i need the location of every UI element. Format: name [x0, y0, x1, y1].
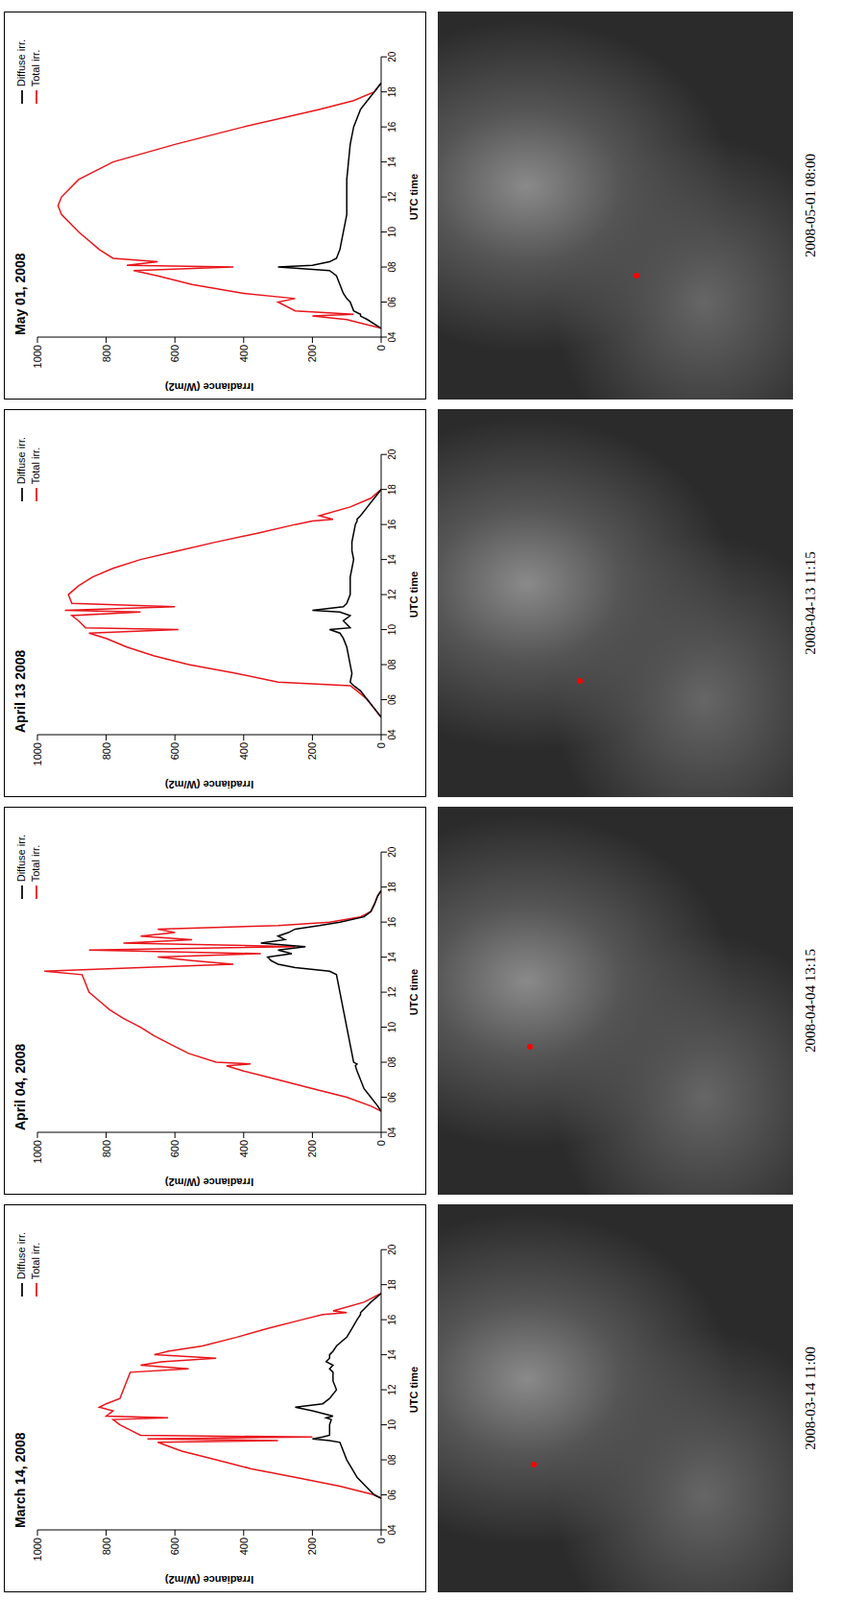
svg-text:200: 200 — [306, 344, 318, 362]
html-text:March 14, 2008: March 14, 2008 — [12, 1431, 28, 1528]
svg-text:04: 04 — [386, 1523, 398, 1536]
svg-text:1000: 1000 — [31, 1139, 44, 1163]
svg-text:600: 600 — [168, 1139, 181, 1157]
svg-text:600: 600 — [168, 742, 181, 760]
svg-text:400: 400 — [238, 1537, 250, 1555]
svg-text:18: 18 — [386, 86, 398, 98]
svg-text:200: 200 — [306, 1139, 318, 1157]
svg-text:04: 04 — [386, 728, 398, 741]
svg-text:20: 20 — [386, 1243, 398, 1255]
html-text:May 01, 2008: May 01, 2008 — [12, 252, 28, 336]
html-text:Total irr.: Total irr. — [29, 844, 42, 882]
html-text:April 04, 2008: April 04, 2008 — [12, 1043, 28, 1130]
svg-text:12: 12 — [386, 191, 398, 203]
svg-text:400: 400 — [238, 1139, 250, 1157]
svg-text:18: 18 — [386, 483, 398, 496]
svg-text:200: 200 — [306, 1537, 318, 1555]
svg-text:08: 08 — [386, 1453, 398, 1466]
svg-text:800: 800 — [100, 1139, 113, 1157]
svg-text:14: 14 — [386, 156, 398, 169]
svg-text:16: 16 — [386, 120, 398, 133]
svg-text:Irradiance (W/m2): Irradiance (W/m2) — [165, 778, 255, 791]
svg-text:20: 20 — [386, 448, 398, 460]
svg-text:10: 10 — [386, 1021, 398, 1034]
svg-text:14: 14 — [386, 553, 398, 566]
html-text:2008-04-13 11:15: 2008-04-13 11:15 — [802, 551, 818, 655]
svg-text:800: 800 — [100, 344, 113, 362]
html-text:Diffuse irr.: Diffuse irr. — [15, 834, 27, 882]
svg-text:Irradiance (W/m2): Irradiance (W/m2) — [165, 381, 255, 393]
svg-text:20: 20 — [386, 845, 398, 858]
svg-text:Irradiance (W/m2): Irradiance (W/m2) — [165, 1573, 255, 1586]
svg-text:1000: 1000 — [31, 1537, 44, 1561]
svg-text:08: 08 — [386, 658, 398, 671]
html-text:Total irr.: Total irr. — [29, 1242, 42, 1280]
html-text:Diffuse irr.: Diffuse irr. — [15, 436, 27, 485]
html-text:Diffuse irr.: Diffuse irr. — [15, 39, 27, 87]
svg-text:08: 08 — [386, 1056, 398, 1068]
svg-text:UTC time: UTC time — [408, 571, 420, 618]
html-text:2008-03-14 11:00: 2008-03-14 11:00 — [802, 1346, 818, 1450]
svg-text:400: 400 — [238, 344, 250, 362]
svg-text:20: 20 — [386, 50, 398, 63]
svg-text:14: 14 — [386, 1348, 398, 1361]
svg-text:18: 18 — [386, 1278, 398, 1291]
svg-text:12: 12 — [386, 588, 398, 601]
svg-text:600: 600 — [168, 344, 181, 362]
svg-text:08: 08 — [386, 261, 398, 273]
html-text:Total irr.: Total irr. — [29, 49, 42, 87]
svg-text:18: 18 — [386, 881, 398, 893]
svg-text:12: 12 — [386, 985, 398, 998]
html-text:Total irr.: Total irr. — [29, 447, 42, 485]
svg-text:04: 04 — [386, 1126, 398, 1138]
svg-text:600: 600 — [168, 1537, 181, 1555]
svg-text:10: 10 — [386, 226, 398, 239]
svg-text:1000: 1000 — [31, 742, 44, 766]
svg-text:UTC time: UTC time — [408, 173, 420, 220]
svg-text:800: 800 — [100, 1537, 113, 1555]
svg-text:06: 06 — [386, 1091, 398, 1104]
svg-text:04: 04 — [386, 331, 398, 343]
html-text:2008-05-01 08:00: 2008-05-01 08:00 — [802, 153, 818, 258]
svg-text:16: 16 — [386, 915, 398, 928]
svg-text:200: 200 — [306, 742, 318, 760]
svg-text:10: 10 — [386, 624, 398, 636]
svg-text:12: 12 — [386, 1383, 398, 1395]
svg-text:UTC time: UTC time — [408, 1366, 420, 1413]
html-text:Diffuse irr.: Diffuse irr. — [15, 1231, 27, 1280]
svg-text:06: 06 — [386, 694, 398, 706]
svg-text:16: 16 — [386, 1313, 398, 1325]
svg-text:16: 16 — [386, 518, 398, 530]
svg-text:400: 400 — [238, 742, 250, 760]
svg-text:UTC time: UTC time — [408, 968, 420, 1015]
svg-text:0: 0 — [375, 1537, 387, 1543]
html-text:April 13 2008: April 13 2008 — [12, 649, 28, 733]
svg-text:06: 06 — [386, 1489, 398, 1501]
html-text:2008-04-04 13:15: 2008-04-04 13:15 — [802, 948, 818, 1053]
svg-text:14: 14 — [386, 951, 398, 963]
svg-text:1000: 1000 — [31, 344, 44, 368]
svg-text:Irradiance (W/m2): Irradiance (W/m2) — [165, 1176, 255, 1188]
svg-text:06: 06 — [386, 296, 398, 309]
svg-text:800: 800 — [100, 742, 113, 760]
svg-text:0: 0 — [375, 344, 387, 351]
svg-text:0: 0 — [375, 742, 387, 748]
svg-text:0: 0 — [375, 1139, 387, 1146]
svg-text:10: 10 — [386, 1418, 398, 1431]
